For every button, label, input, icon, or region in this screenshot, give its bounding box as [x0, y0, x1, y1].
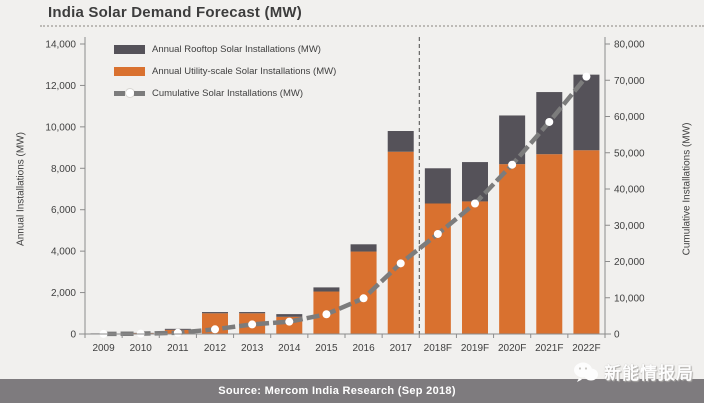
bar-utility-2022F — [573, 150, 600, 334]
bar-rooftop-2017 — [387, 131, 414, 152]
x-label-2013: 2013 — [241, 343, 264, 354]
source-bar: Source: Mercom India Research (Sep 2018) — [0, 379, 704, 403]
cumulative-point-2013 — [248, 320, 257, 329]
x-label-2011: 2011 — [167, 343, 189, 354]
cumulative-point-2020F — [508, 160, 517, 169]
watermark: 新能情报局 — [573, 359, 694, 384]
left-axis-title: Annual Installations (MW) — [15, 132, 27, 246]
title-divider-rule — [40, 25, 704, 27]
watermark-text: 新能情报局 — [604, 364, 694, 383]
right-tick-label: 80,000 — [614, 40, 645, 51]
utility-swatch-icon — [114, 66, 145, 76]
cumulative-point-2021F — [545, 117, 554, 126]
x-label-2021F: 2021F — [535, 343, 563, 354]
bar-rooftop-2019F — [462, 162, 488, 202]
cumulative-point-2019F — [471, 199, 479, 208]
right-tick-label: 20,000 — [614, 257, 645, 268]
bar-rooftop-2012 — [202, 312, 228, 314]
x-label-2020F: 2020F — [498, 343, 526, 354]
x-label-2022F: 2022F — [572, 343, 600, 354]
bar-utility-2018F — [424, 203, 451, 334]
legend-item-cumulative: Cumulative Solar Installations (MW) — [114, 86, 336, 100]
bar-utility-2020F — [499, 164, 526, 334]
cumulative-point-2018F — [433, 229, 442, 238]
x-label-2016: 2016 — [352, 343, 375, 354]
x-label-2017: 2017 — [390, 343, 413, 354]
left-tick-label: 10,000 — [45, 122, 76, 133]
cumulative-point-2016 — [359, 294, 368, 303]
right-tick-label: 40,000 — [614, 185, 645, 196]
left-tick-label: 12,000 — [45, 81, 76, 92]
cumulative-point-2017 — [396, 259, 405, 268]
right-tick-label: 70,000 — [614, 76, 645, 87]
left-tick-label: 8,000 — [51, 164, 76, 175]
right-tick-label: 50,000 — [614, 148, 645, 159]
x-label-2018F: 2018F — [424, 343, 452, 354]
right-axis-title: Cumulative Installations (MW) — [681, 122, 693, 256]
x-label-2012: 2012 — [204, 343, 227, 354]
rooftop-swatch-icon — [114, 44, 145, 54]
chart-title: India Solar Demand Forecast (MW) — [48, 4, 302, 21]
wechat-logo-icon — [574, 362, 598, 382]
legend-label-cumulative: Cumulative Solar Installations (MW) — [152, 87, 303, 99]
cumulative-point-2014 — [285, 317, 294, 326]
legend-item-rooftop: Annual Rooftop Solar Installations (MW) — [114, 42, 336, 56]
bar-rooftop-2016 — [350, 244, 377, 252]
x-label-2014: 2014 — [278, 343, 301, 354]
left-tick-label: 0 — [70, 330, 76, 341]
bar-rooftop-2015 — [313, 287, 340, 292]
left-tick-label: 6,000 — [51, 205, 76, 216]
right-tick-label: 10,000 — [614, 293, 645, 304]
legend-label-utility: Annual Utility-scale Solar Installations… — [152, 65, 337, 77]
right-tick-label: 0 — [614, 330, 620, 341]
legend-item-utility: Annual Utility-scale Solar Installations… — [114, 64, 336, 78]
chart-legend: Annual Rooftop Solar Installations (MW) … — [114, 42, 336, 100]
source-text: Source: Mercom India Research (Sep 2018) — [218, 385, 456, 397]
x-label-2009: 2009 — [92, 343, 115, 354]
cumulative-point-2012 — [211, 325, 219, 334]
cumulative-point-2015 — [322, 310, 331, 319]
x-label-2015: 2015 — [315, 343, 338, 354]
bar-utility-2019F — [462, 201, 488, 334]
x-label-2019F: 2019F — [461, 343, 489, 354]
right-tick-label: 30,000 — [614, 221, 645, 232]
left-tick-label: 2,000 — [51, 288, 76, 299]
cumulative-line — [103, 75, 589, 337]
left-tick-label: 14,000 — [45, 40, 76, 51]
left-tick-label: 4,000 — [51, 247, 76, 258]
legend-label-rooftop: Annual Rooftop Solar Installations (MW) — [152, 43, 321, 55]
cumulative-line-marker-icon — [114, 89, 145, 98]
bar-rooftop-2013 — [239, 312, 266, 314]
bar-utility-2021F — [536, 154, 563, 334]
x-label-2010: 2010 — [130, 343, 153, 354]
right-tick-label: 60,000 — [614, 112, 645, 123]
cumulative-point-2022F — [582, 72, 591, 81]
bar-utility-2017 — [387, 151, 414, 334]
bar-rooftop-2014 — [276, 314, 303, 317]
bar-rooftop-2018F — [424, 168, 451, 204]
cumulative-point-2011 — [173, 328, 182, 337]
